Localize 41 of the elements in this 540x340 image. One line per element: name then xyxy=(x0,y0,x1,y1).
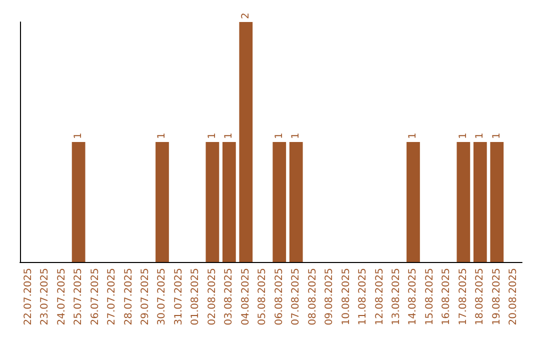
x-tick-label: 23.07.2025 xyxy=(40,268,51,326)
x-tick-label: 18.08.2025 xyxy=(474,268,486,326)
x-tick-label: 27.07.2025 xyxy=(106,268,118,326)
x-tick-label: 24.07.2025 xyxy=(56,268,68,326)
x-tick-label: 22.07.2025 xyxy=(22,268,34,326)
x-tick-label: 20.08.2025 xyxy=(508,268,520,326)
x-tick-label: 13.08.2025 xyxy=(391,268,402,326)
data-label: 1 xyxy=(274,132,285,139)
data-label: 1 xyxy=(474,132,486,139)
x-tick-label: 25.07.2025 xyxy=(73,268,84,326)
x-tick-label: 15.08.2025 xyxy=(424,268,436,326)
data-label: 1 xyxy=(458,132,469,139)
data-label: 1 xyxy=(156,132,168,139)
data-label: 1 xyxy=(408,132,419,139)
data-label: 1 xyxy=(224,132,235,139)
x-tick-label: 17.08.2025 xyxy=(458,268,469,326)
x-tick-label: 05.08.2025 xyxy=(257,268,268,326)
x-tick-label: 09.08.2025 xyxy=(324,268,336,326)
x-tick-label: 02.08.2025 xyxy=(206,268,218,326)
data-label: 1 xyxy=(206,132,218,139)
data-label: 1 xyxy=(290,132,302,139)
x-tick-label: 29.07.2025 xyxy=(140,268,151,326)
x-tick-label: 10.08.2025 xyxy=(340,268,352,326)
data-label: 1 xyxy=(73,132,84,139)
x-tick-label: 03.08.2025 xyxy=(224,268,235,326)
data-label: 1 xyxy=(491,132,502,139)
x-tick-label: 12.08.2025 xyxy=(374,268,386,326)
x-tick-label: 30.07.2025 xyxy=(156,268,168,326)
x-tick-label: 06.08.2025 xyxy=(274,268,285,326)
x-tick-label: 14.08.2025 xyxy=(408,268,419,326)
data-label: 2 xyxy=(240,12,252,19)
x-tick-label: 26.07.2025 xyxy=(90,268,101,326)
x-tick-label: 01.08.2025 xyxy=(190,268,202,326)
x-tick-label: 19.08.2025 xyxy=(491,268,502,326)
x-tick-label: 28.07.2025 xyxy=(123,268,134,326)
x-tick-label: 16.08.2025 xyxy=(441,268,452,326)
x-tick-label: 07.08.2025 xyxy=(290,268,302,326)
x-tick-label: 04.08.2025 xyxy=(240,268,252,326)
x-tick-label: 31.07.2025 xyxy=(173,268,184,326)
x-tick-label: 11.08.2025 xyxy=(358,268,369,326)
x-tick-label: 08.08.2025 xyxy=(307,268,318,326)
